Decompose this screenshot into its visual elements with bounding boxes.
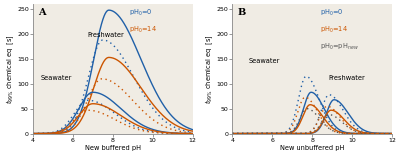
Text: pH$_0$=pH$_{new}$: pH$_0$=pH$_{new}$ bbox=[320, 42, 359, 52]
Text: pH$_0$=0: pH$_0$=0 bbox=[320, 8, 344, 18]
Text: Seawater: Seawater bbox=[248, 58, 280, 64]
Text: A: A bbox=[38, 8, 45, 17]
Text: pH$_0$=0: pH$_0$=0 bbox=[129, 8, 152, 18]
Y-axis label: $t_{99\%}$ chemical eq  [s]: $t_{99\%}$ chemical eq [s] bbox=[204, 34, 215, 104]
Y-axis label: $t_{99\%}$ chemical eq  [s]: $t_{99\%}$ chemical eq [s] bbox=[4, 34, 16, 104]
Text: pH$_0$=14: pH$_0$=14 bbox=[129, 25, 157, 35]
Text: Seawater: Seawater bbox=[41, 75, 72, 81]
Text: Freshwater: Freshwater bbox=[328, 75, 365, 81]
X-axis label: New unbuffered pH: New unbuffered pH bbox=[280, 145, 344, 151]
Text: Freshwater: Freshwater bbox=[87, 32, 124, 38]
X-axis label: New buffered pH: New buffered pH bbox=[85, 145, 141, 151]
Text: pH$_0$=14: pH$_0$=14 bbox=[320, 25, 348, 35]
Text: B: B bbox=[237, 8, 245, 17]
